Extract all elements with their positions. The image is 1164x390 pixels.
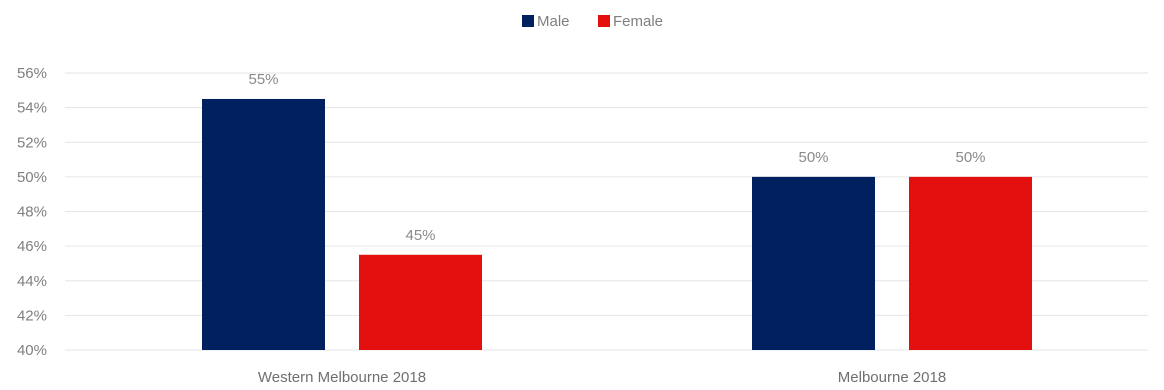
y-tick-label: 42%	[17, 307, 47, 324]
legend-swatch-female	[598, 15, 610, 27]
legend-label-female: Female	[613, 13, 663, 30]
chart-legend: Male Female	[522, 13, 663, 30]
data-label: 55%	[248, 71, 278, 88]
y-axis: 40% 42% 44% 46% 48% 50% 52% 54% 56%	[17, 65, 47, 359]
legend-swatch-male	[522, 15, 534, 27]
y-tick-label: 40%	[17, 342, 47, 359]
bar-female-melbourne	[909, 177, 1032, 350]
legend-label-male: Male	[537, 13, 570, 30]
data-label: 50%	[798, 149, 828, 166]
y-tick-label: 50%	[17, 169, 47, 186]
x-category-label: Melbourne 2018	[838, 369, 946, 386]
y-tick-label: 46%	[17, 238, 47, 255]
bar-female-western-melbourne	[359, 255, 482, 350]
bar-male-melbourne	[752, 177, 875, 350]
bars: 55% 45% 50% 50%	[202, 71, 1032, 350]
bar-male-western-melbourne	[202, 99, 325, 350]
y-tick-label: 48%	[17, 204, 47, 221]
x-axis: Western Melbourne 2018 Melbourne 2018	[258, 369, 946, 386]
data-label: 45%	[405, 227, 435, 244]
y-tick-label: 54%	[17, 100, 47, 117]
data-label: 50%	[955, 149, 985, 166]
y-tick-label: 56%	[17, 65, 47, 82]
y-tick-label: 44%	[17, 273, 47, 290]
x-category-label: Western Melbourne 2018	[258, 369, 426, 386]
y-tick-label: 52%	[17, 134, 47, 151]
